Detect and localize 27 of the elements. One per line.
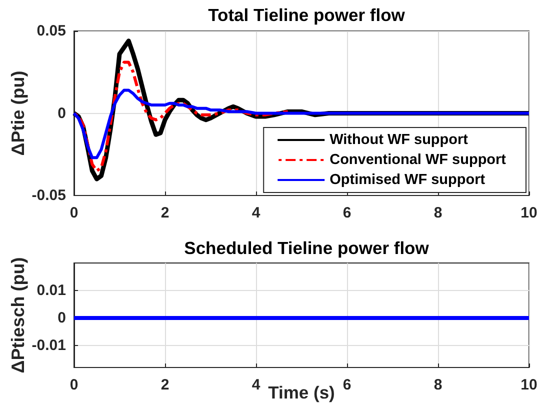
legend-label: Optimised WF support — [330, 172, 486, 188]
x-tick-label: 8 — [434, 204, 442, 222]
x-tick-label: 2 — [160, 204, 170, 222]
y-tick-label: -0.01 — [32, 337, 66, 354]
x-tick-label: 4 — [252, 376, 261, 394]
y-tick-label: 0 — [58, 310, 66, 326]
x-tick-label: 2 — [160, 376, 170, 394]
y-tick-label: -0.05 — [32, 187, 66, 204]
y-tick-label: 0 — [58, 104, 66, 122]
x-tick-label: 0 — [70, 204, 78, 222]
y-axis-title: ΔPtie (pu) — [8, 70, 28, 156]
x-axis-title: Time (s) — [268, 382, 335, 402]
y-axis-title: ΔPtiesch (pu) — [8, 257, 28, 374]
x-tick-label: 6 — [342, 376, 352, 394]
x-tick-label: 4 — [252, 204, 261, 222]
chart-title: Scheduled Tieline power flow — [184, 238, 430, 258]
legend-label: Without WF support — [330, 132, 468, 148]
x-tick-label: 8 — [434, 376, 442, 394]
y-tick-label: 0.01 — [36, 282, 66, 299]
chart-title: Total Tieline power flow — [208, 5, 406, 25]
x-tick-label: 10 — [520, 204, 538, 222]
legend-label: Conventional WF support — [330, 152, 506, 168]
x-tick-label: 0 — [70, 376, 78, 394]
x-tick-label: 6 — [342, 204, 352, 222]
line-series — [72, 60, 290, 172]
x-tick-label: 10 — [520, 376, 538, 394]
y-tick-label: 0.05 — [36, 22, 66, 40]
